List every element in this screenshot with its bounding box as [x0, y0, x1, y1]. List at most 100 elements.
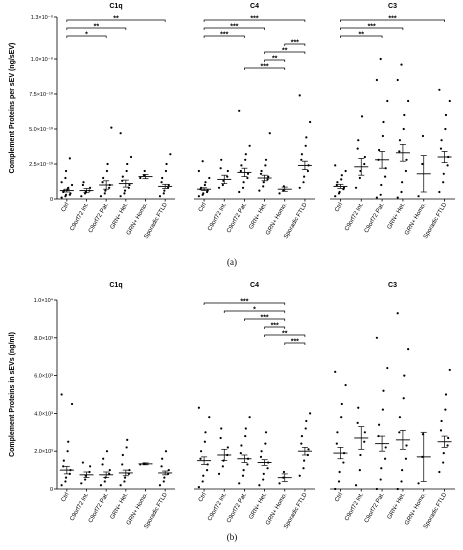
data-point: [158, 195, 162, 198]
data-point: [108, 186, 111, 189]
group-title: C3: [388, 3, 397, 10]
x-tick-label: Ctrl: [61, 202, 71, 213]
data-point: [240, 444, 243, 447]
data-point: [165, 162, 168, 166]
data-point: [226, 169, 229, 173]
data-point: [201, 160, 204, 163]
data-point: [163, 189, 166, 192]
data-point: [81, 461, 84, 464]
data-point: [402, 397, 405, 400]
data-point: [384, 167, 387, 170]
data-point: [67, 440, 70, 443]
data-point: [203, 183, 206, 187]
significance-bracket: *: [223, 307, 286, 314]
significance-label: ***: [260, 315, 268, 322]
data-point: [382, 120, 385, 124]
y-tick-label: 0: [50, 197, 53, 203]
x-tick-label: Sporadic FTLD: [423, 491, 449, 530]
data-point: [129, 155, 133, 159]
data-point: [381, 408, 384, 411]
significance-bracket: ***: [340, 16, 445, 23]
data-point: [303, 175, 306, 178]
x-tick-label: GRN+ Homo.: [265, 202, 288, 237]
data-point: [302, 467, 305, 470]
error-bar: [122, 179, 129, 188]
y-tick-label: 6.0×10³: [34, 374, 53, 380]
data-point: [160, 181, 163, 184]
data-point: [363, 162, 366, 166]
data-point: [128, 183, 131, 187]
data-point: [375, 336, 378, 339]
group-title: C1q: [109, 282, 122, 289]
data-point: [340, 178, 343, 181]
data-point: [264, 164, 267, 167]
error-bar: [201, 187, 208, 191]
bracket-line: [66, 27, 127, 30]
data-point: [201, 480, 204, 483]
error-bar: [301, 447, 308, 456]
data-point: [161, 176, 164, 180]
significance-bracket: ***: [203, 16, 306, 23]
data-point: [126, 438, 129, 441]
data-point: [62, 459, 65, 462]
data-point: [377, 148, 381, 152]
significance-label: **: [272, 56, 278, 63]
data-point: [356, 147, 359, 150]
data-point: [205, 469, 209, 472]
significance-label: ***: [260, 64, 268, 71]
data-point: [396, 78, 399, 82]
data-point: [379, 57, 382, 61]
bracket-line: [203, 35, 245, 38]
data-point: [386, 99, 389, 103]
error-bar: [83, 188, 90, 194]
data-point: [396, 196, 399, 199]
x-tick-label: GRN+ Homo.: [404, 492, 427, 527]
data-point: [219, 167, 222, 170]
data-point: [246, 176, 249, 180]
data-point: [164, 169, 168, 173]
data-point: [197, 195, 200, 198]
significance-label: **: [282, 48, 288, 55]
bracket-line: [66, 19, 166, 22]
data-point: [356, 421, 359, 424]
x-tick-label: C9orf72 Pat.: [364, 492, 386, 524]
data-point: [357, 406, 360, 409]
error-bar: [142, 462, 149, 466]
data-point: [105, 169, 109, 173]
data-point: [64, 480, 67, 483]
data-point: [123, 189, 127, 192]
data-point: [363, 155, 366, 159]
bracket-line: [284, 43, 306, 46]
data-point: [62, 465, 65, 468]
data-point: [448, 99, 451, 103]
data-point: [239, 451, 242, 455]
data-point: [66, 450, 69, 453]
data-point: [82, 181, 85, 184]
data-point: [164, 450, 168, 453]
data-point: [334, 164, 337, 167]
data-point: [282, 470, 286, 474]
x-tick-label: Ctrl: [198, 202, 208, 213]
data-point: [442, 451, 445, 455]
data-point: [342, 186, 346, 189]
error-bar: [441, 435, 448, 448]
group-title: C4: [250, 3, 259, 10]
data-point: [241, 186, 245, 189]
error-bar: [103, 180, 110, 190]
data-point: [354, 484, 358, 487]
data-point: [303, 459, 306, 462]
data-point: [354, 186, 358, 189]
x-tick-label: GRN+ Het.: [387, 202, 407, 231]
data-point: [126, 162, 129, 166]
data-point: [304, 144, 307, 147]
data-point: [241, 474, 245, 477]
data-point: [338, 190, 341, 194]
significance-bracket: ***: [244, 64, 286, 71]
data-point: [377, 423, 381, 426]
x-tick-label: C9orf72 Int.: [69, 202, 90, 232]
error-bar: [142, 174, 149, 180]
data-point: [403, 374, 406, 377]
data-point: [64, 176, 67, 180]
group-title: C4: [250, 282, 259, 289]
